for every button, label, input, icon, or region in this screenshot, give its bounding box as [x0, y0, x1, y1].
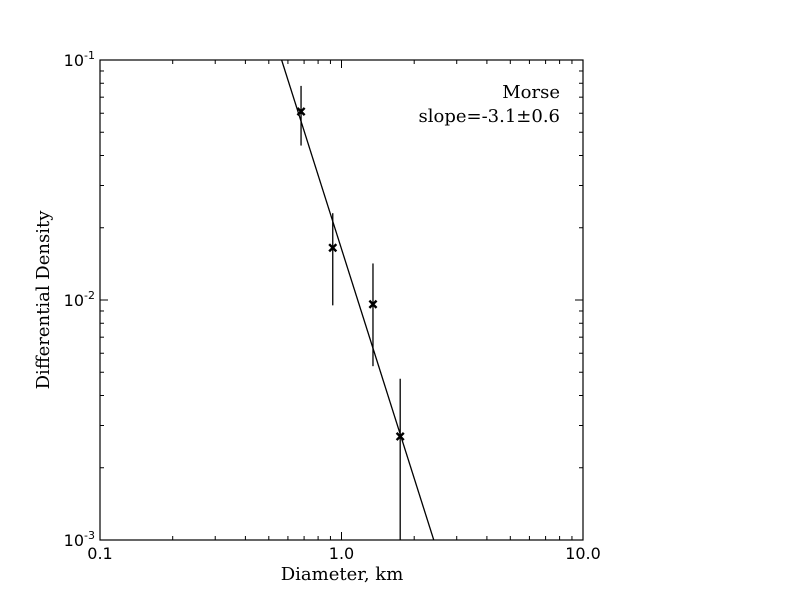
y-tick-label: 10-3 — [64, 529, 95, 550]
data-point — [395, 378, 405, 540]
x-axis-label: Diameter, km — [281, 564, 404, 585]
data-point — [328, 213, 338, 306]
x-tick-label: 10.0 — [565, 544, 601, 563]
tick-marks-layer — [99, 59, 584, 541]
annotation-slope: slope=-3.1±0.6 — [418, 106, 560, 127]
data-point — [296, 85, 306, 146]
y-tick-label: 10-2 — [64, 289, 95, 310]
x-tick-label: 0.1 — [87, 544, 112, 563]
point-marker — [368, 299, 378, 309]
data-points-layer — [296, 85, 405, 540]
y-axis-label: Differential Density — [33, 210, 54, 390]
annotation-title: Morse — [502, 82, 560, 103]
fit-line — [281, 60, 435, 540]
data-point — [368, 263, 378, 367]
y-tick-label: 10-1 — [64, 49, 95, 70]
tick-labels-layer: 0.1 1.0 10.0 10-3 10-2 10-1 — [64, 49, 601, 563]
point-marker — [328, 243, 338, 253]
point-marker — [296, 107, 306, 116]
plot-frame — [99, 59, 584, 541]
x-tick-label: 1.0 — [329, 544, 354, 563]
fit-line-layer — [281, 60, 435, 540]
point-marker — [395, 432, 405, 441]
